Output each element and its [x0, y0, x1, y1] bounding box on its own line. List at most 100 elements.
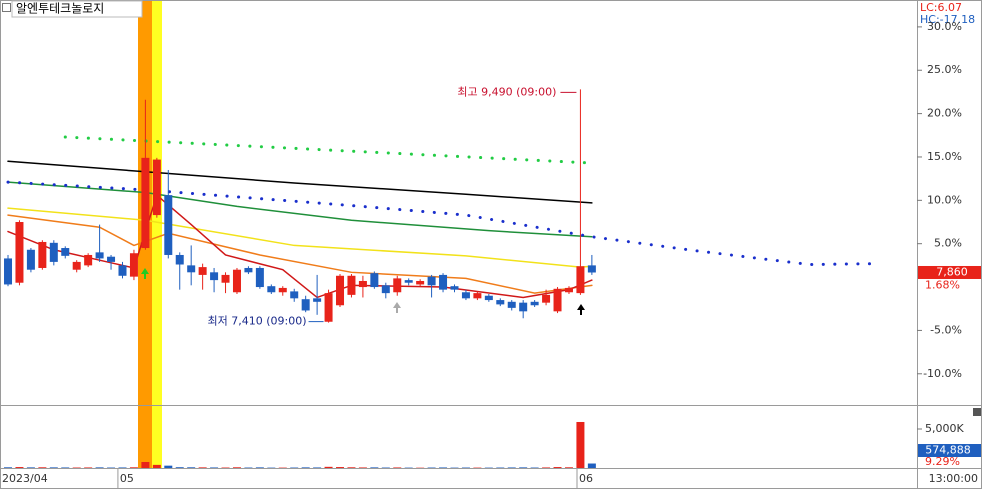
indicator-line — [7, 181, 593, 238]
candle-body — [15, 222, 24, 283]
indicator-line — [7, 160, 593, 204]
candle-body — [221, 274, 230, 283]
candle-body — [164, 195, 173, 255]
volume-bar — [152, 464, 161, 468]
volume-bar — [255, 467, 264, 468]
volume-bar — [358, 467, 367, 468]
volume-bar — [4, 467, 13, 468]
volume-bar — [576, 421, 585, 468]
candle-body — [542, 294, 551, 303]
chart-title: 알엔투테크놀로지 — [16, 2, 104, 16]
volume-bar — [439, 467, 448, 468]
volume-bar — [38, 467, 47, 468]
candle-body — [49, 242, 58, 262]
volume-bar — [95, 467, 104, 468]
hc-bg — [918, 18, 981, 28]
volume-bar — [210, 467, 219, 468]
candle-body — [26, 249, 35, 270]
indicator-line — [7, 214, 593, 294]
volume-bar — [336, 467, 345, 468]
candle-body — [553, 288, 562, 312]
candle-body — [576, 266, 585, 294]
volume-bar — [519, 467, 528, 468]
volume-bar — [370, 467, 379, 468]
indicator-line — [7, 193, 593, 299]
candle-body — [358, 280, 367, 288]
candle-body — [427, 276, 436, 286]
last-price: 7,860 — [936, 265, 968, 278]
candle-body — [416, 280, 425, 285]
x-tick-label: 2023/04 — [2, 472, 48, 485]
volume-bar — [393, 467, 402, 468]
candle-body — [473, 293, 482, 299]
signal-arrow — [393, 302, 401, 313]
candle-body — [244, 267, 253, 273]
signal-arrow — [577, 304, 585, 315]
y-tick-label: 10.0% — [927, 193, 962, 206]
candle-body — [393, 278, 402, 293]
candle-body — [118, 265, 127, 276]
candle-body — [175, 254, 184, 265]
candle-body — [530, 301, 539, 306]
price-box — [918, 265, 981, 279]
candle-body — [301, 299, 310, 311]
y-tick-label: 15.0% — [927, 150, 962, 163]
candle-body — [210, 272, 219, 281]
time-label: 13:00:00 — [929, 472, 978, 485]
candle-body — [381, 285, 390, 294]
y-tick-label: -10.0% — [923, 367, 962, 380]
candle-body — [232, 269, 241, 293]
buy-arrow — [141, 268, 149, 279]
candle-body — [72, 261, 81, 270]
volume-bar — [553, 467, 562, 468]
volume-bar — [118, 467, 127, 468]
candle-body — [519, 302, 528, 312]
high-note: 최고 9,490 (09:00) — [457, 85, 556, 98]
candle-body — [198, 267, 207, 275]
candle-body — [496, 300, 505, 305]
candle-body — [95, 252, 104, 259]
x-tick-label: 06 — [579, 472, 593, 485]
volume-tick-label: 5,000K — [925, 422, 964, 435]
candle-body — [129, 253, 138, 277]
indicator-line — [63, 135, 594, 165]
volume-bar — [587, 463, 596, 468]
candle-body — [370, 273, 379, 288]
title-box — [11, 0, 143, 18]
volume-bar — [313, 467, 322, 468]
last-change: 1.68% — [925, 278, 960, 291]
volume-bar — [129, 467, 138, 468]
candle-body — [507, 301, 516, 308]
candle-body — [587, 265, 596, 273]
x-tick-label: 05 — [120, 472, 134, 485]
candle-body — [61, 248, 70, 256]
highlight-yellow — [152, 0, 162, 468]
candle-body — [278, 287, 287, 293]
lc-label: LC:6.07 — [920, 1, 962, 14]
candle-body — [324, 293, 333, 322]
volume-box — [918, 444, 981, 457]
candle-body — [336, 275, 345, 306]
volume-bar — [84, 467, 93, 468]
volume-bar — [61, 467, 70, 468]
candle-body — [564, 287, 573, 293]
y-tick-label: 5.0% — [934, 237, 962, 250]
last-volume: 574,888 — [925, 444, 971, 457]
volume-bar — [347, 467, 356, 468]
volume-bar — [141, 461, 150, 468]
candle-body — [290, 291, 299, 299]
close-button[interactable] — [973, 408, 981, 416]
volume-bar — [301, 467, 310, 468]
candle-body — [38, 241, 47, 268]
volume-change: 9.29% — [925, 455, 960, 468]
checkbox[interactable] — [2, 3, 11, 12]
volume-bar — [49, 467, 58, 468]
y-tick-label: 20.0% — [927, 107, 962, 120]
y-tick-label: -5.0% — [930, 323, 962, 336]
volume-bar — [324, 466, 333, 468]
candle-body — [4, 258, 13, 285]
volume-bar — [198, 467, 207, 468]
candle-body — [461, 292, 470, 299]
